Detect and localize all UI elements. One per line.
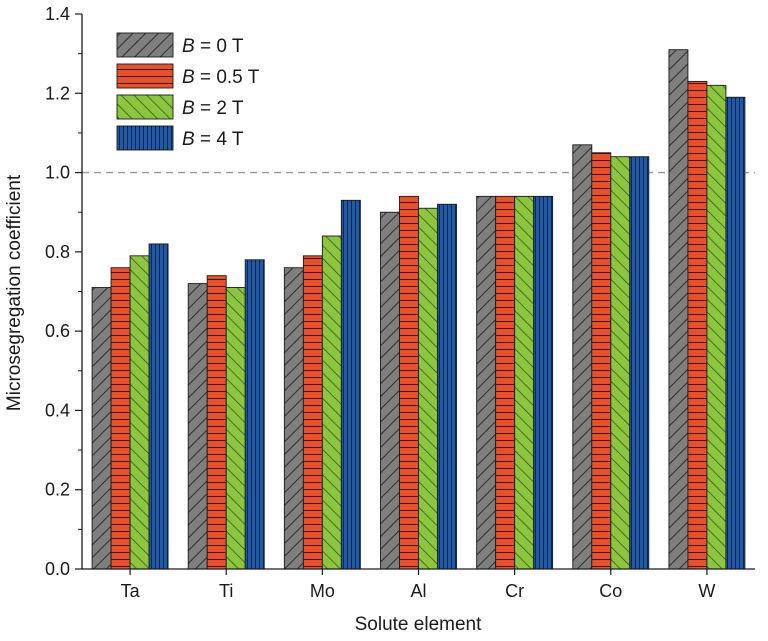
y-tick-label: 1.0 — [45, 163, 70, 183]
bar-al-series-3 — [418, 207, 438, 570]
bar-mo-series-2 — [302, 255, 323, 570]
x-tick-label-co: Co — [599, 581, 622, 601]
legend-label-series-4: B = 4 T — [182, 129, 244, 150]
legend-label-series-3: B = 2 T — [182, 98, 244, 119]
bar-ti-series-3 — [225, 287, 246, 570]
bar-cr-series-2 — [495, 195, 516, 570]
legend-label-series-1: B = 0 T — [182, 36, 244, 57]
y-tick-label: 1.2 — [45, 83, 70, 103]
bar-cr-series-4 — [533, 195, 554, 570]
legend-swatch-series-1 — [116, 32, 174, 58]
x-tick-label-cr: Cr — [505, 581, 524, 601]
bar-ta-series-4 — [148, 243, 169, 570]
y-tick-label: 0.8 — [45, 242, 70, 262]
bar-co-series-3 — [610, 156, 631, 570]
legend-label-series-2: B = 0.5 T — [182, 67, 260, 88]
x-tick-label-ta: Ta — [121, 581, 141, 601]
bar-al-series-2 — [399, 195, 419, 570]
bar-w-series-3 — [706, 84, 727, 570]
bar-cr-series-1 — [476, 195, 497, 570]
bar-ta-series-1 — [91, 287, 112, 570]
bar-mo-series-1 — [283, 267, 304, 570]
bar-mo-series-3 — [321, 235, 342, 570]
bar-ti-series-1 — [187, 283, 208, 570]
x-axis-title: Solute element — [355, 614, 482, 635]
legend-swatch-series-2 — [116, 63, 174, 89]
x-tick-label-w: W — [698, 581, 715, 601]
bar-ta-series-3 — [129, 255, 150, 570]
bar-al-series-4 — [437, 203, 457, 570]
legend-swatch-series-4 — [116, 125, 174, 151]
x-tick-label-ti: Ti — [219, 581, 233, 601]
bar-mo-series-4 — [340, 199, 361, 570]
y-tick-label: 1.4 — [45, 4, 70, 24]
x-tick-label-al: Al — [410, 581, 426, 601]
bar-ti-series-4 — [244, 259, 265, 570]
bar-ti-series-2 — [206, 275, 227, 570]
bar-cr-series-3 — [514, 195, 535, 570]
bar-ta-series-2 — [110, 267, 131, 570]
bar-w-series-1 — [668, 49, 689, 570]
y-tick-label: 0.4 — [45, 400, 70, 420]
bar-w-series-2 — [687, 80, 708, 570]
y-axis-title: Microsegregation coefficient — [4, 174, 25, 411]
y-tick-label: 0.0 — [45, 559, 70, 579]
bar-co-series-2 — [591, 152, 612, 570]
x-tick-label-mo: Mo — [310, 581, 335, 601]
y-tick-label: 0.2 — [45, 480, 70, 500]
bar-co-series-4 — [629, 156, 650, 570]
bar-al-series-1 — [380, 211, 400, 570]
bar-w-series-4 — [725, 96, 746, 570]
y-tick-label: 0.6 — [45, 321, 70, 341]
legend-swatch-series-3 — [116, 94, 174, 120]
bar-co-series-1 — [572, 144, 593, 570]
